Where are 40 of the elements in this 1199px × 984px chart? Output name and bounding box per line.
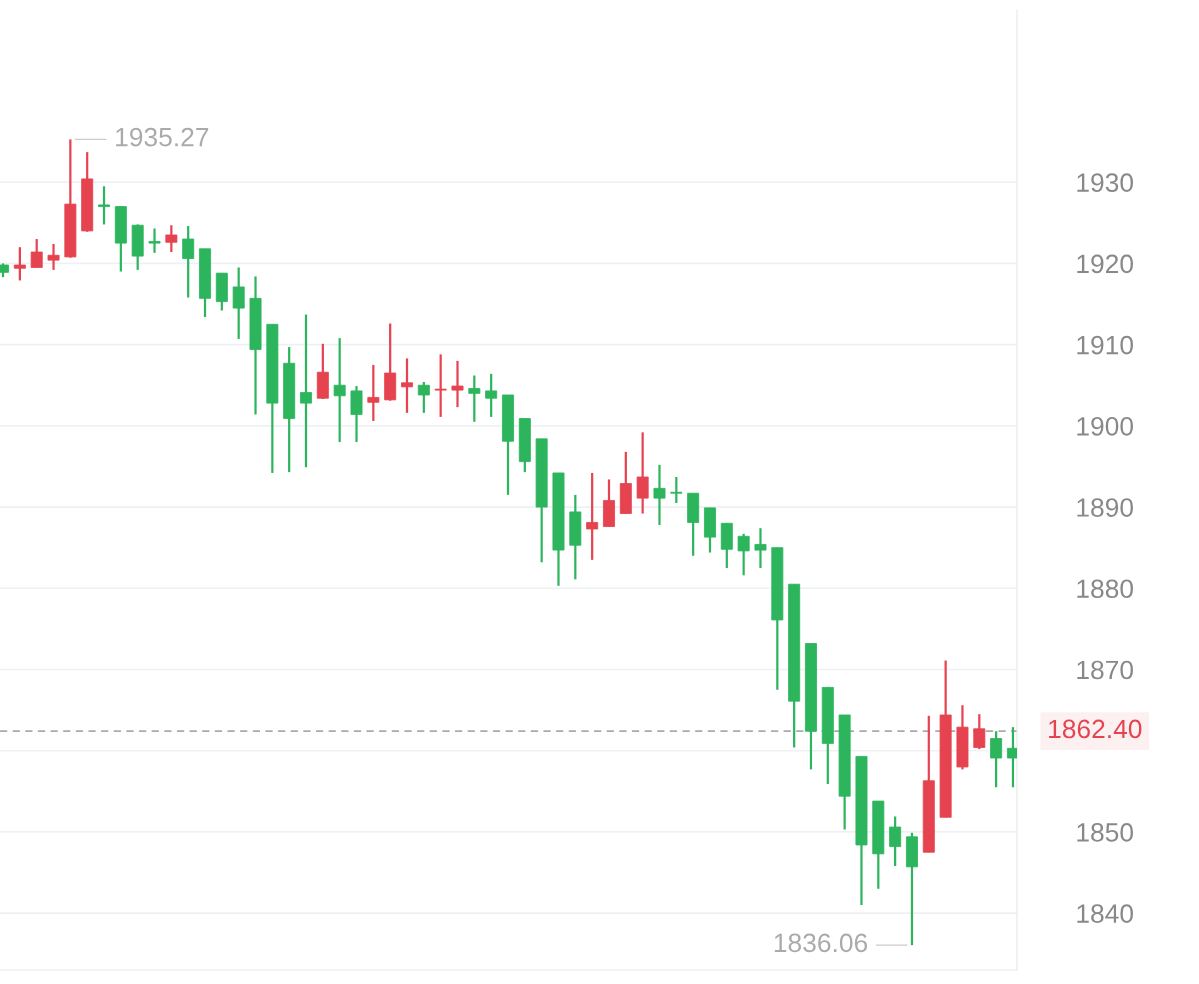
- y-tick-label: 1930: [1077, 173, 1134, 192]
- y-tick-label: 1840: [1077, 904, 1134, 923]
- y-tick-label: 1910: [1077, 335, 1134, 355]
- candlestick: [653, 463, 666, 527]
- candlestick: [98, 185, 110, 226]
- candlestick: [401, 357, 413, 414]
- y-tick-label: 1880: [1077, 579, 1134, 599]
- candlestick: [13, 246, 26, 282]
- candlestick: [1006, 726, 1017, 789]
- candlestick: [333, 337, 346, 444]
- y-tick-label: 1890: [1077, 498, 1134, 517]
- y-tick-label: 1920: [1077, 254, 1134, 274]
- candlestick: [451, 359, 464, 409]
- candlestick: [754, 527, 767, 570]
- candlestick: [47, 242, 60, 272]
- annotation: 1935.27: [116, 127, 209, 147]
- candlestick: [973, 713, 986, 751]
- candlestick: [30, 237, 43, 269]
- candlestick: [737, 532, 750, 577]
- candlestick: [889, 815, 902, 868]
- candlestick: [636, 431, 649, 515]
- candlestick: [367, 363, 380, 423]
- candlestick: [485, 372, 498, 419]
- candlestick: [670, 475, 683, 505]
- y-tick-label: 1900: [1077, 416, 1134, 436]
- candlestick: [417, 380, 430, 414]
- candlestick: [990, 730, 1003, 789]
- candlestick: [232, 266, 245, 341]
- candlestick: [300, 313, 312, 469]
- candlestick: [468, 374, 481, 423]
- ref-line-label: 1862.40: [1049, 719, 1142, 739]
- y-tick-label: 1850: [1077, 823, 1134, 842]
- candlestick: [182, 224, 195, 299]
- candlestick: [350, 384, 363, 444]
- annotation: 1836.06: [774, 933, 868, 953]
- candlestick: [165, 224, 178, 254]
- candlestick: [586, 471, 599, 561]
- candlestick: [148, 227, 161, 254]
- candlestick: [434, 353, 447, 419]
- y-tick-label: 1870: [1077, 660, 1134, 680]
